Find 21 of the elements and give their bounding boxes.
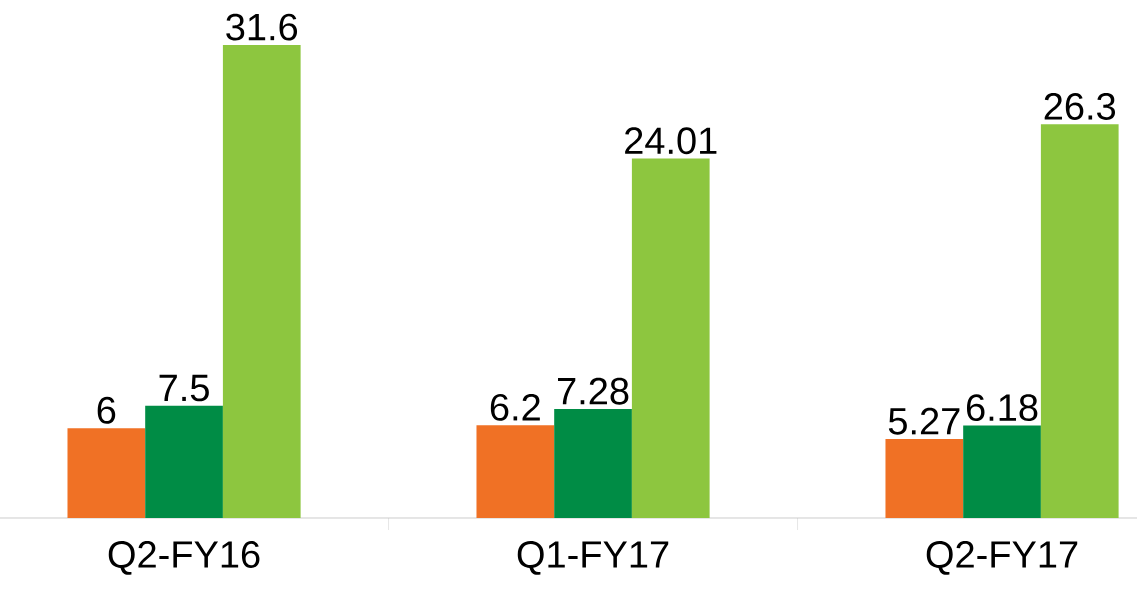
data-label: 6: [97, 396, 116, 424]
x-tick-label: Q2-FY17: [926, 541, 1078, 575]
data-label: 26.3: [1044, 92, 1116, 120]
data-label: 7.5: [159, 374, 209, 402]
x-tick-label: Q2-FY16: [108, 541, 260, 575]
data-label: 6.18: [966, 394, 1038, 422]
data-label: 31.6: [226, 13, 298, 41]
x-tick-label: Q1-FY17: [517, 541, 669, 575]
data-label: 6.2: [490, 393, 540, 421]
bar: [145, 405, 223, 518]
data-label: 7.28: [558, 377, 629, 405]
bar: [222, 44, 301, 518]
bar: [963, 425, 1041, 518]
bar: [554, 409, 632, 518]
bar: [1040, 124, 1119, 518]
bar: [476, 425, 555, 518]
data-label: 24.01: [625, 127, 717, 155]
bar: [67, 428, 146, 518]
data-label: 5.27: [888, 407, 960, 435]
bar: [631, 158, 710, 518]
bar: [885, 439, 964, 518]
